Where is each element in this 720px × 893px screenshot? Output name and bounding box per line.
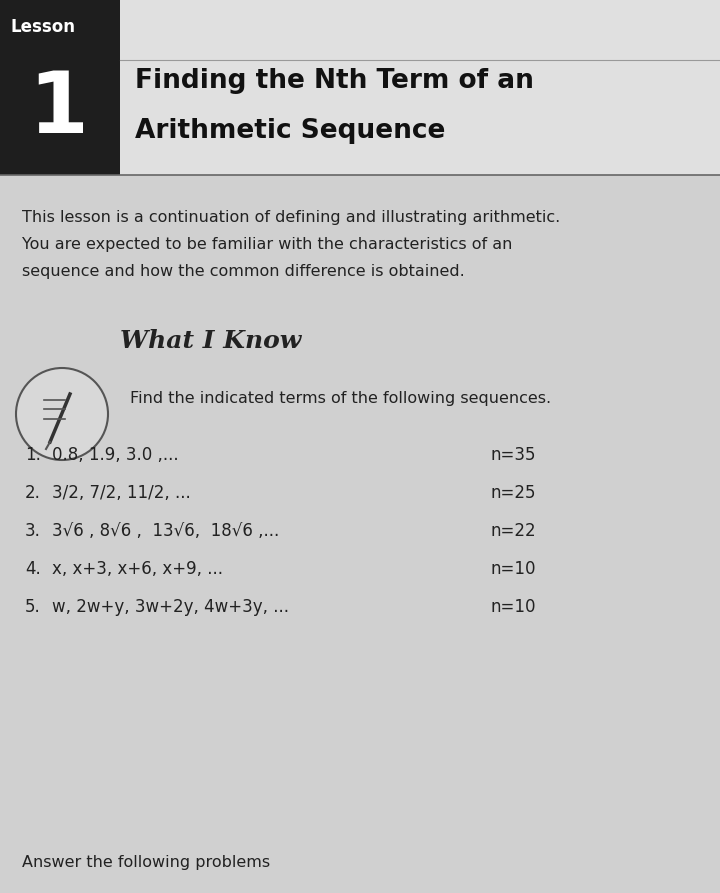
Text: What I Know: What I Know [120,329,301,353]
Text: w, 2w+y, 3w+2y, 4w+3y, ...: w, 2w+y, 3w+2y, 4w+3y, ... [52,598,289,616]
Text: 0.8, 1.9, 3.0 ,...: 0.8, 1.9, 3.0 ,... [52,446,179,464]
Text: Lesson: Lesson [10,18,75,36]
Text: n=35: n=35 [490,446,536,464]
FancyBboxPatch shape [0,0,120,175]
Text: This lesson is a continuation of defining and illustrating arithmetic.: This lesson is a continuation of definin… [22,210,560,225]
Text: n=10: n=10 [490,560,536,578]
Text: sequence and how the common difference is obtained.: sequence and how the common difference i… [22,264,464,279]
Text: x, x+3, x+6, x+9, ...: x, x+3, x+6, x+9, ... [52,560,223,578]
Text: You are expected to be familiar with the characteristics of an: You are expected to be familiar with the… [22,237,513,252]
FancyBboxPatch shape [0,0,720,175]
Circle shape [16,368,108,460]
Text: Answer the following problems: Answer the following problems [22,855,270,870]
Text: 3/2, 7/2, 11/2, ...: 3/2, 7/2, 11/2, ... [52,484,191,502]
Text: Find the indicated terms of the following sequences.: Find the indicated terms of the followin… [130,391,551,406]
Text: 3√6 , 8√6 ,  13√6,  18√6 ,...: 3√6 , 8√6 , 13√6, 18√6 ,... [52,522,279,540]
Text: n=25: n=25 [490,484,536,502]
Text: Arithmetic Sequence: Arithmetic Sequence [135,118,446,144]
Text: n=10: n=10 [490,598,536,616]
Text: 1.: 1. [25,446,41,464]
Text: 1: 1 [28,68,88,151]
Text: 3.: 3. [25,522,41,540]
Text: 2.: 2. [25,484,41,502]
Text: Finding the Nth Term of an: Finding the Nth Term of an [135,68,534,94]
Text: n=22: n=22 [490,522,536,540]
Text: 4.: 4. [25,560,41,578]
Text: 5.: 5. [25,598,41,616]
